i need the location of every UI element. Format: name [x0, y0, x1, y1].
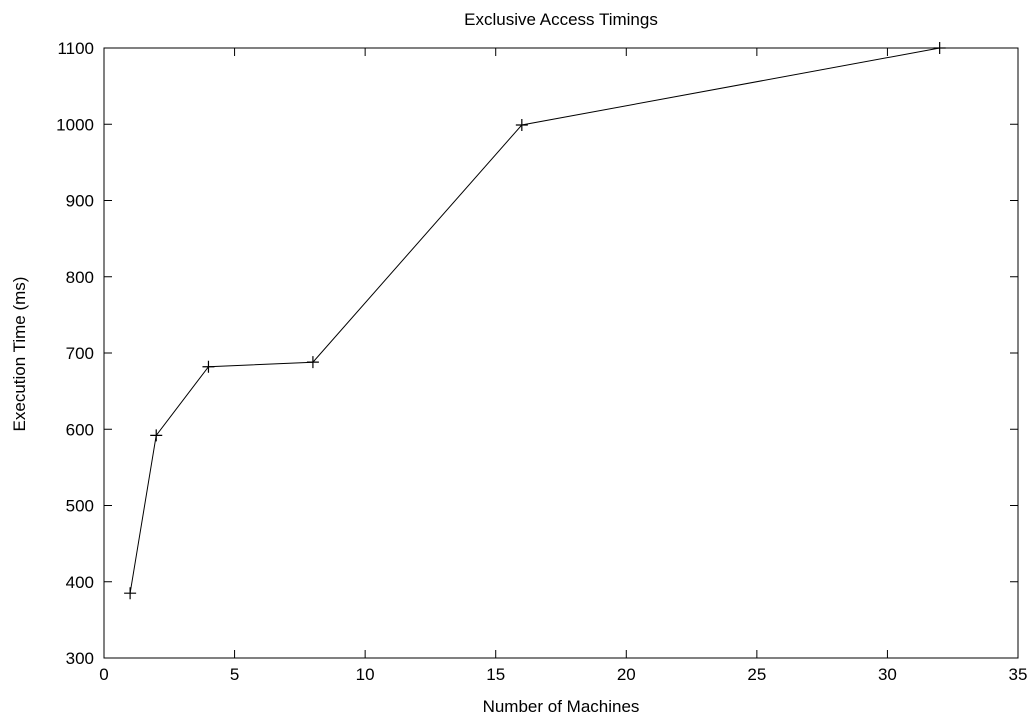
x-tick-label: 35: [1009, 665, 1028, 684]
x-tick-label: 20: [617, 665, 636, 684]
y-axis-label: Execution Time (ms): [10, 277, 29, 432]
y-tick-label: 1100: [57, 39, 94, 58]
x-tick-label: 10: [356, 665, 375, 684]
x-tick-label: 15: [486, 665, 505, 684]
data-point-marker: [202, 360, 215, 373]
x-tick-label: 25: [747, 665, 766, 684]
series-line: [129, 47, 940, 594]
data-point-marker: [150, 429, 163, 442]
x-tick-label: 5: [230, 665, 239, 684]
y-tick-label: 700: [66, 344, 94, 363]
data-point-marker: [515, 119, 528, 132]
x-tick-label: 30: [878, 665, 897, 684]
y-tick-label: 300: [66, 649, 94, 668]
y-tick-label: 600: [66, 420, 94, 439]
y-tick-label: 1000: [56, 115, 94, 134]
data-point-marker: [306, 356, 319, 369]
data-point-marker: [933, 42, 946, 54]
plot-frame: [103, 47, 1019, 659]
x-axis-label: Number of Machines: [483, 697, 640, 716]
chart-title: Exclusive Access Timings: [464, 10, 658, 29]
y-tick-label: 500: [66, 497, 94, 516]
y-tick-label: 900: [66, 192, 94, 211]
y-tick-label: 400: [66, 573, 94, 592]
data-point-marker: [124, 587, 137, 600]
plot-area: 0 5 10 15 20 25 30 35 300 400 500 600 700 800 900 1000 1…: [56, 39, 1027, 684]
y-tick-label: 800: [66, 268, 94, 287]
x-tick-label: 0: [99, 665, 108, 684]
